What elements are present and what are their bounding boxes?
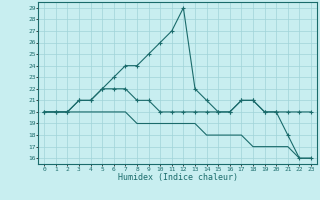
- X-axis label: Humidex (Indice chaleur): Humidex (Indice chaleur): [118, 173, 238, 182]
